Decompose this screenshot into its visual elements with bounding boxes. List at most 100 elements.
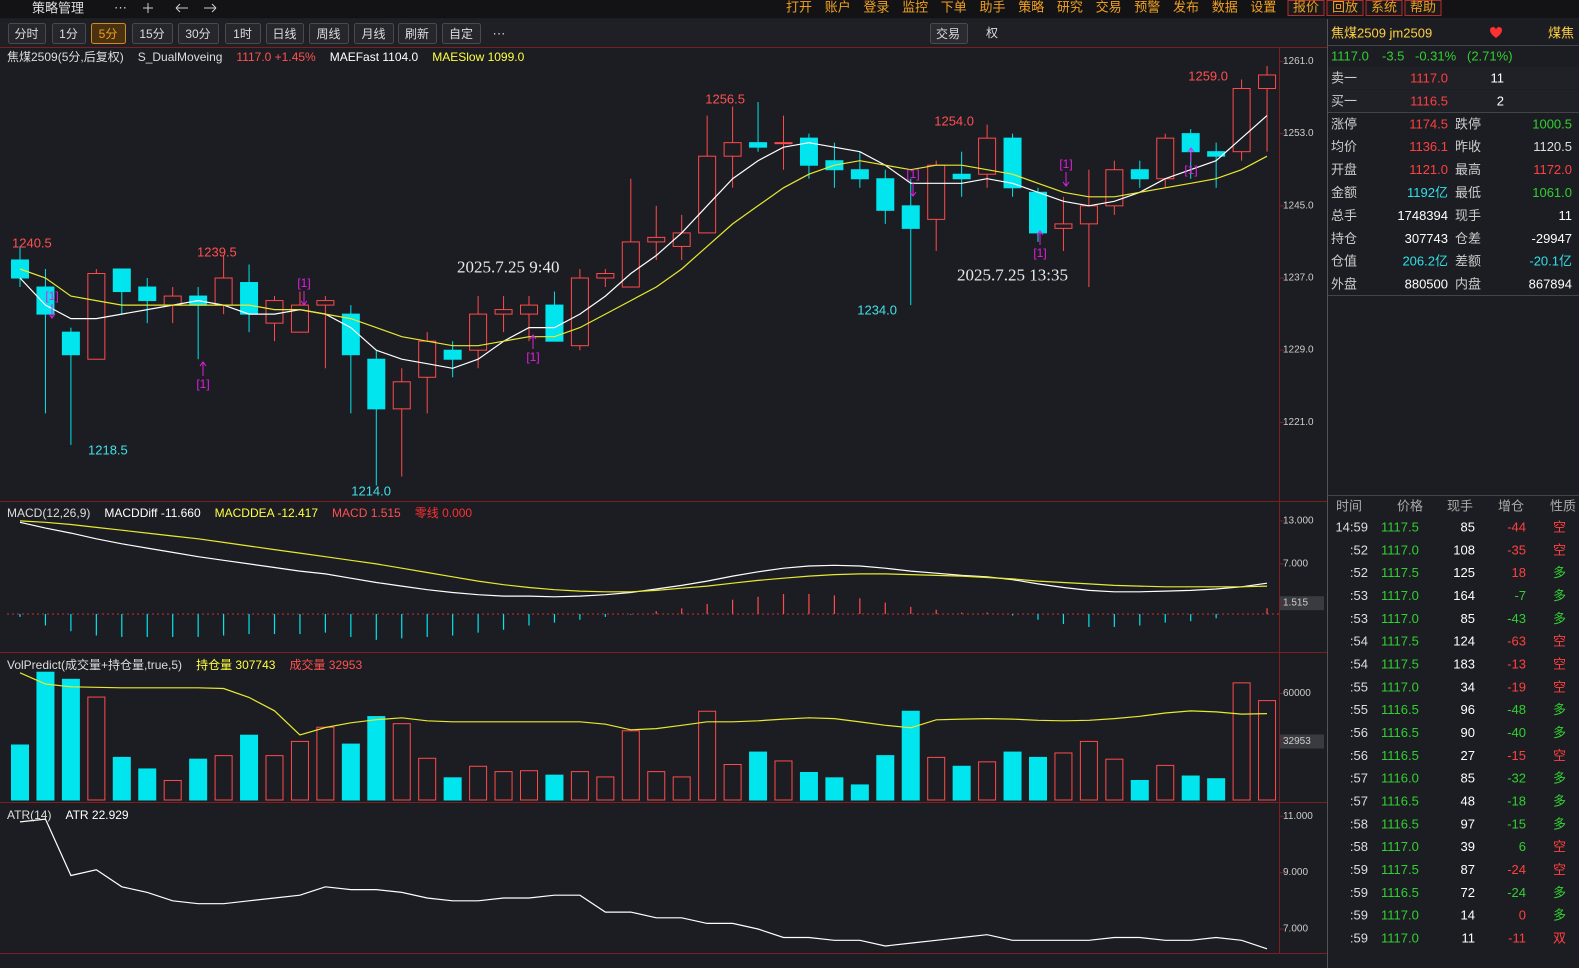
tick-time: :57 (1350, 771, 1368, 786)
signal-arrow (1187, 147, 1195, 162)
macd-bar (95, 614, 97, 636)
quote-label: 仓值 (1331, 254, 1357, 269)
menu-button[interactable]: 帮助 (1410, 0, 1436, 15)
tick-nature: 空 (1553, 679, 1566, 694)
macd-bar (655, 611, 657, 615)
quote-value: 1120.5 (1533, 139, 1572, 154)
contract-title: 焦煤2509 jm2509 (1331, 26, 1432, 41)
tick-time: :56 (1350, 725, 1368, 740)
volume-bar (647, 771, 666, 801)
volume-bar (1156, 764, 1175, 801)
macd-bar (273, 614, 276, 635)
tick-price: 1116.5 (1381, 816, 1419, 831)
menu-item[interactable]: 登录 (863, 0, 889, 15)
quote-value: 1116.5 (1410, 93, 1448, 108)
volume-bar (1207, 778, 1226, 801)
tick-time: :59 (1350, 930, 1368, 945)
candle-body (927, 164, 946, 220)
quote-value: 880500 (1405, 277, 1448, 292)
menu-label[interactable]: 策略管理 (32, 1, 84, 16)
quote-value: 1174.5 (1409, 116, 1448, 131)
period-button[interactable]: 分时 (14, 27, 38, 41)
nav-icons[interactable] (143, 3, 217, 13)
macd-bar (782, 593, 785, 615)
legend-entry: MAESlow 1099.0 (432, 50, 524, 64)
menu-item[interactable]: 助手 (980, 0, 1006, 15)
tick-price: 1116.5 (1381, 748, 1419, 763)
menu-item[interactable]: 发布 (1173, 0, 1199, 15)
menu-item[interactable]: 研究 (1057, 0, 1083, 15)
period-button[interactable]: 15分 (139, 27, 164, 41)
quote-label: 总手 (1331, 208, 1357, 223)
menu-item[interactable]: 数据 (1212, 0, 1238, 15)
menu-button-frame (1287, 0, 1325, 16)
quote-label: 最低 (1455, 185, 1481, 200)
menu-button[interactable]: 回放 (1332, 0, 1358, 15)
tick-price: 1117.0 (1381, 542, 1419, 557)
macd-bar (604, 614, 606, 617)
volume-bar (265, 755, 284, 801)
period-button[interactable]: 5分 (99, 27, 118, 41)
tick-time: 14:59 (1335, 520, 1368, 535)
menu-button-frame (1365, 0, 1403, 16)
tick-nature: 多 (1553, 588, 1566, 603)
volume-bar (570, 771, 589, 801)
tick-time: :56 (1350, 748, 1368, 763)
menu-item[interactable]: 预警 (1134, 0, 1160, 15)
quote-value: 11 (1559, 208, 1573, 223)
menu-button-frame (1326, 0, 1364, 16)
period-button[interactable]: 30分 (185, 27, 210, 41)
menu-item[interactable]: 账户 (825, 0, 851, 15)
tick-volume: 97 (1461, 816, 1475, 831)
menu-button[interactable]: 报价 (1293, 0, 1319, 15)
menu-item[interactable]: 监控 (902, 0, 928, 15)
tick-nature: 空 (1553, 634, 1566, 649)
macd-bar (859, 598, 861, 615)
volume-bar (367, 716, 386, 801)
volume-bar (596, 776, 615, 801)
menu-item[interactable]: 策略 (1018, 0, 1044, 15)
candle-body (61, 331, 80, 356)
legend-entry: 1117.0 +1.45% (236, 50, 316, 64)
menu-button[interactable]: 系统 (1371, 0, 1397, 15)
macd-bar (146, 614, 148, 637)
period-button[interactable]: 日线 (272, 27, 296, 41)
period-button[interactable]: 1时 (233, 27, 252, 41)
candle-body (11, 259, 29, 279)
macd-bar (350, 614, 352, 637)
toolbar-more[interactable]: ··· (493, 26, 506, 41)
tick-volume: 85 (1461, 771, 1475, 786)
period-button[interactable]: 自定 (449, 26, 473, 41)
period-button[interactable]: 1分 (59, 27, 78, 41)
tick-nature: 空 (1553, 748, 1566, 763)
rights-button[interactable]: 权 (986, 26, 998, 40)
legend-entry: MACDDEA -12.417 (215, 506, 319, 520)
macd-bar (935, 609, 937, 615)
candle-body (112, 268, 131, 293)
menu-more[interactable]: ··· (114, 0, 127, 15)
quote-summary: -3.5 (1382, 49, 1404, 64)
trade-button-frame (930, 23, 968, 44)
quote-value: 206.2亿 (1402, 254, 1448, 269)
quote-label: 现手 (1455, 208, 1481, 223)
candle-body (1079, 205, 1098, 225)
tick-price: 1117.0 (1381, 611, 1419, 626)
price-annotation: 1239.5 (197, 245, 237, 260)
signal-arrow (1036, 230, 1044, 245)
period-button[interactable]: 月线 (361, 27, 385, 41)
volume-bar (418, 757, 437, 801)
period-button[interactable]: 刷新 (405, 26, 429, 41)
signal-label: [1] (906, 167, 919, 181)
tick-header: 性质 (1550, 499, 1576, 514)
menu-item[interactable]: 交易 (1096, 0, 1122, 15)
menu-item[interactable]: 下单 (941, 0, 967, 15)
macd-bar (528, 614, 530, 626)
period-button[interactable]: 周线 (316, 27, 340, 41)
macd-bar (1215, 614, 1217, 619)
tick-time: :54 (1350, 656, 1368, 671)
trade-button[interactable]: 交易 (936, 26, 960, 41)
candle-body (647, 236, 666, 243)
menu-item[interactable]: 设置 (1250, 0, 1276, 15)
menu-item[interactable]: 打开 (786, 0, 812, 15)
favorite-icon[interactable] (1490, 27, 1502, 38)
